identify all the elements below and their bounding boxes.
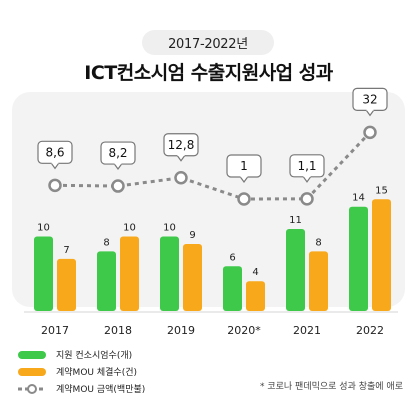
bar-consortium-5 xyxy=(349,206,368,311)
mou-amount-point-3 xyxy=(237,192,251,206)
mou-amount-callout-tail-1 xyxy=(113,163,123,171)
mou-amount-label-0: 8,6 xyxy=(45,145,64,159)
category-label-4: 2021 xyxy=(293,324,321,337)
bar-consortium-3 xyxy=(223,266,242,311)
category-label-5: 2022 xyxy=(356,324,384,337)
legend-label-mou-count: 계약MOU 체결수(건) xyxy=(56,368,138,378)
bar-label-consortium-3: 6 xyxy=(229,252,235,263)
period-label: 2017-2022년 xyxy=(168,37,248,52)
legend-item-consortium: 지원 컨소시엄수(개) xyxy=(18,346,145,363)
category-label-0: 2017 xyxy=(41,324,69,337)
period-pill: 2017-2022년 xyxy=(142,30,274,55)
bar-mou-count-0 xyxy=(57,258,76,311)
bar-label-mou-count-4: 8 xyxy=(315,237,321,248)
mou-amount-label-3: 1 xyxy=(240,159,248,173)
mou-amount-point-1 xyxy=(111,179,125,193)
chart-title: ICT컨소시엄 수출지원사업 성과 xyxy=(84,62,333,84)
category-label-2: 2019 xyxy=(167,324,195,337)
category-label-1: 2018 xyxy=(104,324,132,337)
category-label-3: 2020* xyxy=(227,324,261,337)
bar-consortium-2 xyxy=(160,236,179,311)
legend-label-mou-amount: 계약MOU 금액(백만불) xyxy=(56,385,146,395)
mou-amount-label-5: 32 xyxy=(362,92,377,106)
legend-swatch-orange xyxy=(18,367,46,376)
bar-label-consortium-4: 11 xyxy=(289,215,302,226)
bar-consortium-0 xyxy=(34,236,53,311)
bar-label-mou-count-1: 10 xyxy=(123,223,136,234)
bar-consortium-1 xyxy=(97,251,116,311)
bar-label-consortium-0: 10 xyxy=(37,223,50,234)
footnote: * 코로나 팬데믹으로 성과 창출에 애로 xyxy=(259,382,403,392)
legend-swatch-green xyxy=(18,350,46,359)
legend-item-mou-count: 계약MOU 체결수(건) xyxy=(18,363,145,380)
bar-label-mou-count-0: 7 xyxy=(63,245,69,256)
bar-mou-count-1 xyxy=(120,236,139,311)
bar-label-mou-count-2: 9 xyxy=(189,230,195,241)
bar-label-consortium-5: 14 xyxy=(352,193,365,204)
mou-amount-point-4 xyxy=(300,192,314,206)
bar-mou-count-3 xyxy=(246,281,265,311)
bar-mou-count-2 xyxy=(183,243,202,311)
mou-amount-label-4: 1,1 xyxy=(297,159,316,173)
bar-consortium-4 xyxy=(286,229,305,311)
chart-area: 10 8 10 6 11 14 7 10 9 4 8 15 2017 2018 2019 2020* 2021 2… xyxy=(24,87,398,337)
legend-swatch-dashed-line xyxy=(18,383,46,394)
mou-amount-point-5 xyxy=(363,125,377,140)
legend: 지원 컨소시엄수(개) 계약MOU 체결수(건) 계약MOU 금액(백만불) xyxy=(18,346,145,397)
bar-label-mou-count-5: 15 xyxy=(375,185,388,196)
chart-panel-background xyxy=(12,92,405,307)
bar-label-mou-count-3: 4 xyxy=(252,267,258,278)
legend-label-consortium: 지원 컨소시엄수(개) xyxy=(56,351,133,361)
mou-amount-callout-tail-5 xyxy=(365,109,375,117)
mou-amount-label-2: 12,8 xyxy=(168,138,195,152)
bar-mou-count-4 xyxy=(309,251,328,311)
mou-amount-label-1: 8,2 xyxy=(108,146,127,160)
mou-amount-callout-tail-2 xyxy=(176,154,186,162)
mou-amount-callout-tail-4 xyxy=(302,175,312,183)
bar-label-consortium-2: 10 xyxy=(163,223,176,234)
mou-amount-point-2 xyxy=(174,171,188,185)
mou-amount-callout-tail-3 xyxy=(239,176,249,184)
bar-mou-count-5 xyxy=(372,199,391,311)
bar-label-consortium-1: 8 xyxy=(103,237,109,248)
mou-amount-point-0 xyxy=(48,178,62,193)
legend-item-mou-amount: 계약MOU 금액(백만불) xyxy=(18,380,145,397)
mou-amount-callout-tail-0 xyxy=(50,162,60,170)
